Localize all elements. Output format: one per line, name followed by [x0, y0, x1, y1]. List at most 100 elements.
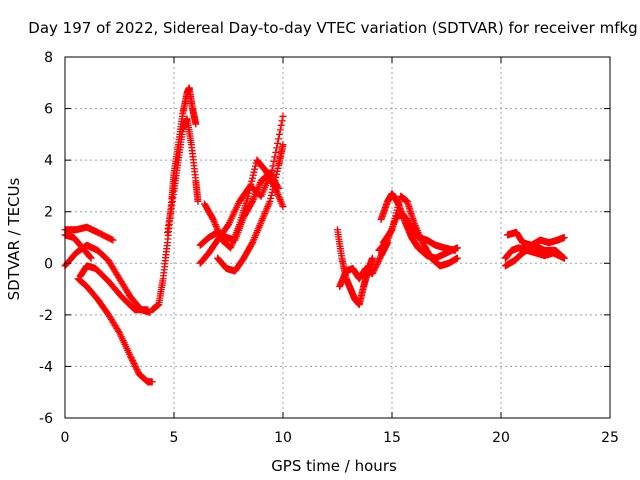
data-point	[248, 174, 256, 182]
series-sat-p	[375, 210, 459, 254]
x-tick-label: 20	[492, 430, 510, 446]
y-tick-label: 2	[44, 205, 53, 221]
series-sat-k	[214, 141, 287, 275]
data-point	[279, 203, 287, 211]
series-sat-a	[61, 223, 117, 244]
data-point	[250, 168, 258, 176]
data-point	[560, 254, 568, 262]
data-point	[247, 180, 255, 188]
data-point	[126, 352, 134, 360]
x-tick-label: 25	[601, 430, 619, 446]
y-tick-label: -4	[39, 359, 53, 375]
data-point	[271, 176, 279, 184]
data-point	[279, 112, 287, 120]
data-point	[251, 165, 259, 173]
data-point	[87, 254, 95, 262]
series-sat-f	[148, 84, 200, 314]
data-point	[275, 185, 283, 193]
data-point	[266, 197, 274, 205]
data-point	[274, 183, 282, 191]
data-point	[267, 191, 275, 199]
data-point	[133, 366, 141, 374]
data-point	[273, 167, 281, 175]
series-sat-m	[336, 239, 392, 290]
y-tick-label: 6	[44, 102, 53, 118]
data-point	[131, 363, 139, 371]
series-sat-r	[504, 228, 568, 249]
data-point	[109, 236, 117, 244]
data-point	[376, 255, 384, 263]
y-tick-label: -6	[39, 411, 53, 427]
x-tick-label: 15	[383, 430, 401, 446]
y-tick-label: 8	[44, 50, 53, 66]
data-point	[128, 355, 136, 363]
data-point	[269, 185, 277, 193]
data-point	[272, 170, 280, 178]
data-point	[209, 214, 217, 222]
data-point	[244, 192, 252, 200]
series-sat-d	[74, 275, 156, 386]
x-tick-label: 0	[61, 430, 70, 446]
data-point	[279, 141, 287, 149]
data-point	[192, 120, 200, 128]
series-sat-l	[334, 226, 376, 309]
data-point	[270, 182, 278, 190]
series-sat-c	[76, 262, 152, 314]
data-point	[134, 367, 142, 375]
series-sat-s	[501, 241, 568, 270]
plot-frame	[64, 56, 611, 419]
data-point	[371, 265, 379, 273]
data-point	[375, 256, 383, 264]
y-axis-label: SDTVAR / TECUs	[5, 177, 23, 300]
y-tick-labels: -6 -4 -2 0 2 4 6 8	[39, 50, 53, 427]
x-tick-label: 10	[274, 430, 292, 446]
x-tick-labels: 0 5 10 15 20 25	[61, 430, 619, 446]
data-point	[148, 378, 156, 386]
data-point	[249, 171, 257, 179]
data-point	[272, 173, 280, 181]
data-point	[127, 354, 135, 362]
y-tick-label: -2	[39, 308, 53, 324]
data-point	[270, 179, 278, 187]
series-sat-q	[501, 244, 568, 262]
data-point	[246, 186, 254, 194]
data-point	[267, 194, 275, 202]
y-tick-label: 0	[44, 256, 53, 272]
data-point	[368, 270, 376, 278]
data-point	[130, 360, 138, 368]
x-axis-label: GPS time / hours	[271, 457, 397, 475]
data-point	[248, 199, 256, 207]
data-point	[248, 240, 256, 248]
data-point	[248, 177, 256, 185]
data-point	[246, 183, 254, 191]
data-point	[274, 164, 282, 172]
data-point	[373, 259, 381, 267]
data-point	[274, 135, 282, 143]
data-point	[132, 364, 140, 372]
data-point	[278, 117, 286, 125]
data-point	[268, 188, 276, 196]
data-point	[277, 121, 285, 129]
data-point	[368, 254, 376, 262]
data-point	[129, 358, 137, 366]
data-point	[372, 262, 380, 270]
data-point	[370, 267, 378, 275]
data-point	[86, 253, 94, 261]
data-point	[451, 246, 459, 254]
data-point	[251, 162, 259, 170]
data-points	[61, 84, 568, 386]
data-point	[275, 130, 283, 138]
x-tick-label: 5	[170, 430, 179, 446]
data-point	[276, 126, 284, 134]
chart-title: Day 197 of 2022, Sidereal Day-to-day VTE…	[28, 19, 637, 37]
data-point	[374, 258, 382, 266]
data-point	[371, 264, 379, 272]
data-point	[560, 234, 568, 241]
data-point	[453, 254, 461, 262]
axis-ticks	[64, 56, 611, 419]
data-point	[245, 189, 253, 197]
series-sat-g	[163, 115, 202, 236]
data-point	[129, 357, 137, 365]
data-point	[194, 197, 202, 205]
